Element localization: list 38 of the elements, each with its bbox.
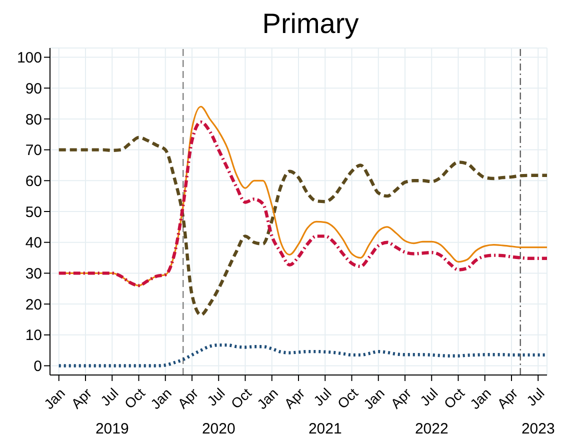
y-tick-label: 30 xyxy=(25,266,42,283)
y-tick-label: 0 xyxy=(34,358,42,376)
x-tick-label: Oct xyxy=(334,384,362,412)
x-tick-label: Apr xyxy=(280,384,308,412)
x2-tick-label: 2023 xyxy=(521,420,555,438)
x2-tick-label: 2021 xyxy=(308,420,342,438)
y-tick-label: 10 xyxy=(25,327,42,344)
x-tick-label: Jan xyxy=(360,384,388,412)
line-series xyxy=(57,136,547,316)
y-tick-label: 60 xyxy=(25,172,42,190)
x-tick-label: Jul xyxy=(204,384,228,409)
x2-tick-label: 2020 xyxy=(202,420,236,438)
x-tick-label: Apr xyxy=(387,384,414,412)
x-tick-label: Jul xyxy=(523,384,548,409)
x-tick-label: Jul xyxy=(97,384,122,409)
x-tick-label: Jan xyxy=(40,384,68,412)
y-tick-label: 100 xyxy=(16,50,42,67)
x-tick-label: Jul xyxy=(310,384,334,409)
y-tick-label: 40 xyxy=(25,234,42,252)
x2-tick-label: 2022 xyxy=(414,420,448,438)
y-tick-label: 70 xyxy=(25,142,42,160)
x-tick-label: Oct xyxy=(121,384,148,412)
x-tick-label: Jan xyxy=(147,384,175,412)
x-tick-label: Apr xyxy=(494,384,521,412)
x2-tick-label: 2019 xyxy=(95,420,129,438)
line-series xyxy=(57,343,547,368)
x-tick-label: Jan xyxy=(254,384,282,412)
y-tick-label: 20 xyxy=(25,296,42,314)
y-tick-label: 90 xyxy=(25,80,42,98)
x-tick-label: Apr xyxy=(174,384,202,412)
y-tick-label: 80 xyxy=(25,111,42,128)
x-tick-label: Jan xyxy=(466,384,494,412)
x-tick-label: Oct xyxy=(228,384,255,412)
x-tick-label: Oct xyxy=(440,384,468,412)
x-tick-label: Jul xyxy=(416,384,441,409)
x-tick-label: Apr xyxy=(68,384,95,412)
chart-title: Primary xyxy=(261,8,360,41)
y-tick-label: 50 xyxy=(25,204,42,221)
